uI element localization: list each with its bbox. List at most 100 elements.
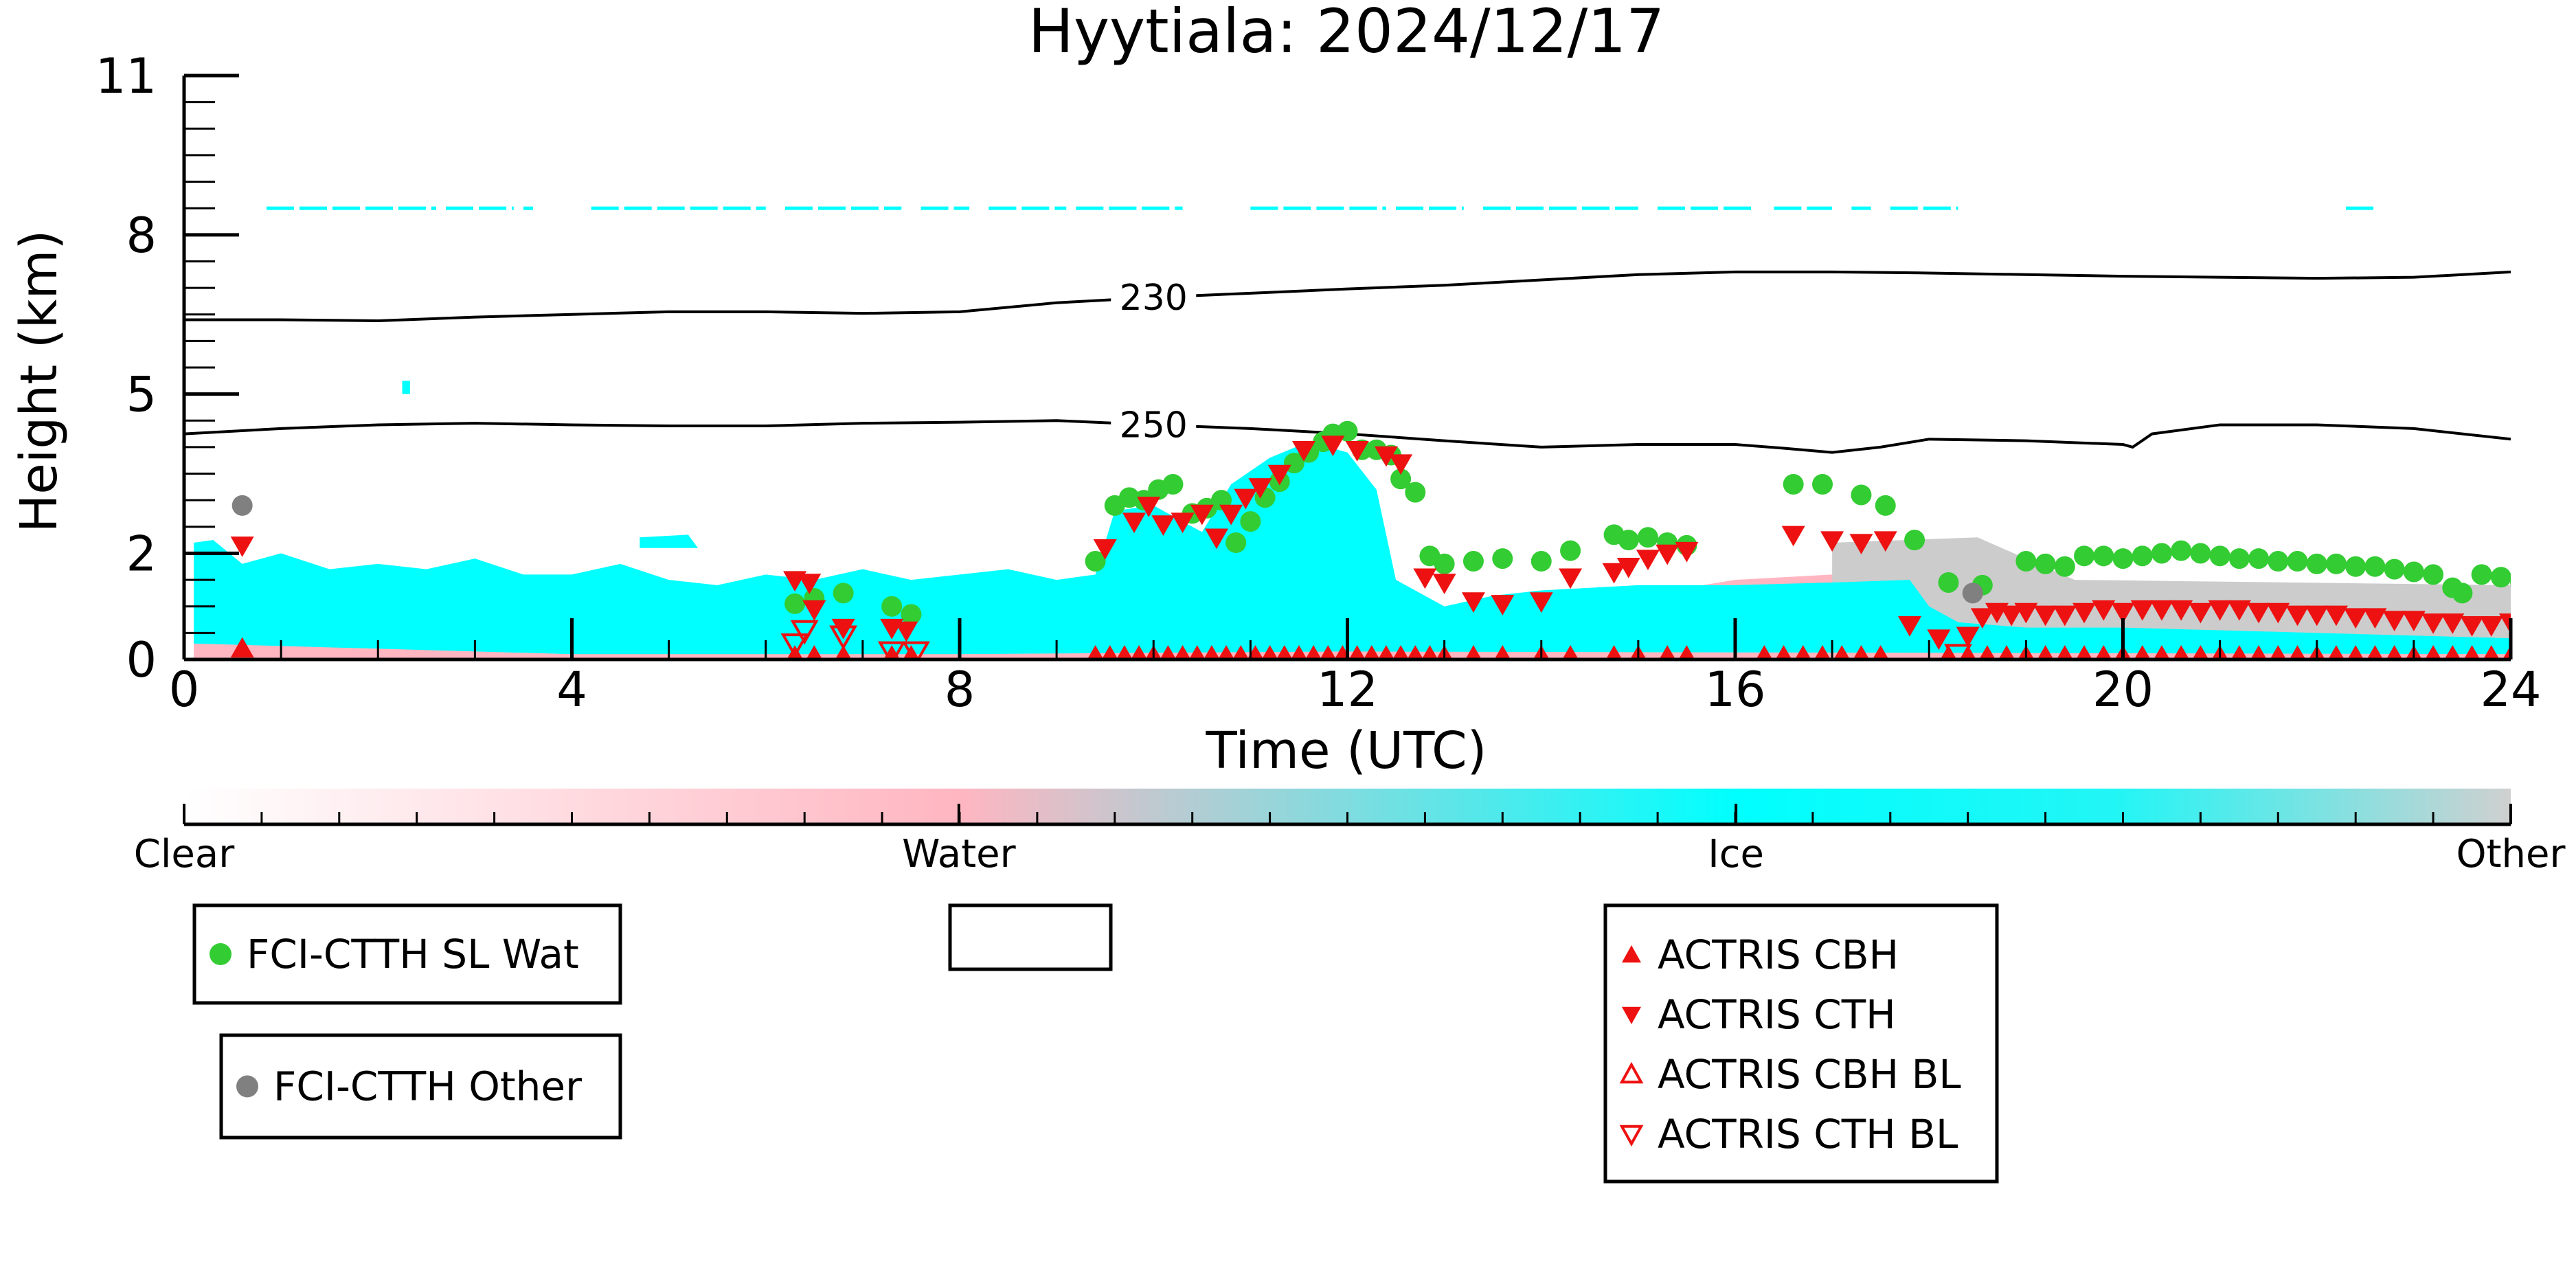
point-2-6 — [1087, 645, 1104, 659]
point-0-54 — [2171, 540, 2192, 561]
point-3-33 — [1675, 541, 1699, 563]
point-0-65 — [2384, 558, 2405, 580]
legend-marker-0-0 — [210, 943, 231, 965]
point-5-0 — [780, 633, 809, 658]
point-0-46 — [2015, 551, 2037, 572]
point-2-66 — [2328, 645, 2345, 659]
point-0-57 — [2228, 548, 2250, 569]
point-3-50 — [2130, 600, 2154, 621]
point-0-29 — [1434, 553, 1455, 574]
legend-frame-1 — [219, 1033, 622, 1140]
cloud-phase-layer — [194, 381, 2511, 659]
point-0-60 — [2287, 551, 2308, 572]
point-0-74 — [2549, 578, 2570, 598]
point-5-5 — [1944, 644, 1973, 659]
point-3-3 — [802, 600, 826, 621]
legend-box-1: FCI-CTTH Other — [219, 1033, 622, 1140]
point-1-0 — [231, 495, 253, 516]
point-2-59 — [2192, 645, 2209, 659]
point-3-47 — [2072, 602, 2097, 624]
point-3-18 — [1291, 441, 1315, 462]
point-0-15 — [1240, 511, 1261, 532]
contour-line-230 — [184, 270, 2511, 323]
point-3-60 — [2324, 605, 2348, 626]
colorbar-ticks: Clear Water Ice Other — [134, 804, 2566, 877]
point-2-44 — [1853, 645, 1870, 659]
point-2-27 — [1392, 645, 1410, 659]
point-3-64 — [2402, 611, 2426, 632]
x-tick-label-6: 24 — [2480, 662, 2541, 718]
point-0-40 — [1812, 474, 1833, 495]
point-0-67 — [2423, 564, 2444, 585]
point-0-64 — [2364, 556, 2386, 577]
x-tick-label-1: 4 — [556, 662, 587, 718]
point-2-32 — [1494, 645, 1511, 659]
point-2-14 — [1204, 645, 1220, 659]
point-2-22 — [1320, 645, 1337, 659]
y-tick-label-3: 8 — [126, 207, 157, 264]
contour-label-230: 230 — [1120, 278, 1188, 319]
colorbar-label-water: Water — [902, 832, 1017, 877]
point-3-22 — [1389, 454, 1413, 475]
point-0-63 — [2345, 556, 2366, 577]
point-0-0 — [784, 593, 806, 614]
legend-frame-2 — [948, 903, 1113, 971]
phase-region-other-2 — [1832, 537, 2511, 649]
point-2-34 — [1562, 645, 1579, 659]
point-3-24 — [1432, 574, 1456, 594]
point-0-44 — [1938, 572, 1959, 593]
point-0-31 — [1492, 548, 1513, 569]
point-0-26 — [1390, 468, 1412, 490]
point-2-9 — [1131, 645, 1148, 659]
point-0-35 — [1618, 530, 1639, 551]
point-0-27 — [1405, 482, 1426, 503]
series-1 — [231, 495, 1983, 604]
point-2-64 — [2289, 645, 2306, 659]
point-5-1 — [790, 620, 819, 645]
point-2-11 — [1160, 645, 1177, 659]
point-2-21 — [1305, 645, 1322, 659]
point-3-69 — [2499, 613, 2511, 634]
point-2-39 — [1756, 645, 1773, 659]
point-3-43 — [2000, 605, 2024, 626]
point-0-4 — [901, 604, 922, 625]
phase-region-ice-3 — [194, 442, 2511, 655]
point-2-56 — [2134, 645, 2151, 659]
point-2-40 — [1775, 645, 1792, 659]
y-axis-label: Height (km) — [10, 230, 69, 533]
point-0-58 — [2248, 548, 2270, 569]
contour-labels: 230 250 — [1111, 277, 1197, 446]
point-2-73 — [2463, 645, 2481, 659]
colorbar-label-other: Other — [2456, 832, 2566, 877]
point-3-32 — [1656, 544, 1680, 565]
point-2-35 — [1605, 645, 1623, 659]
point-3-15 — [1234, 488, 1258, 510]
point-0-39 — [1783, 474, 1804, 495]
legend-marker-3-1 — [1622, 1006, 1641, 1024]
point-2-19 — [1276, 645, 1293, 659]
contour-label-bg-230 — [1111, 277, 1197, 317]
point-3-55 — [2227, 600, 2251, 621]
colorbar-label-clear: Clear — [134, 832, 235, 877]
point-2-3 — [835, 645, 852, 659]
point-1-1 — [1962, 583, 1983, 604]
phase-region-ice-4 — [640, 534, 698, 548]
point-3-48 — [2092, 600, 2116, 621]
point-3-0 — [230, 536, 254, 557]
legend-box-3: ACTRIS CBH ACTRIS CTH ACTRIS CBH BL ACTRIS … — [1603, 903, 1999, 1184]
point-0-30 — [1462, 551, 1484, 572]
point-0-33 — [1560, 540, 1581, 561]
point-3-6 — [894, 621, 918, 642]
point-0-73 — [2529, 580, 2550, 601]
x-tick-label-5: 20 — [2092, 662, 2154, 718]
point-3-35 — [1820, 531, 1844, 552]
point-3-59 — [2305, 605, 2329, 626]
point-3-51 — [2149, 600, 2173, 621]
y-tick-label-1: 2 — [126, 526, 157, 582]
series-5 — [780, 620, 1973, 659]
point-3-30 — [1616, 558, 1640, 578]
point-3-9 — [1137, 497, 1161, 517]
point-2-62 — [2250, 645, 2267, 659]
data-series — [230, 420, 2570, 659]
point-3-61 — [2344, 608, 2368, 629]
